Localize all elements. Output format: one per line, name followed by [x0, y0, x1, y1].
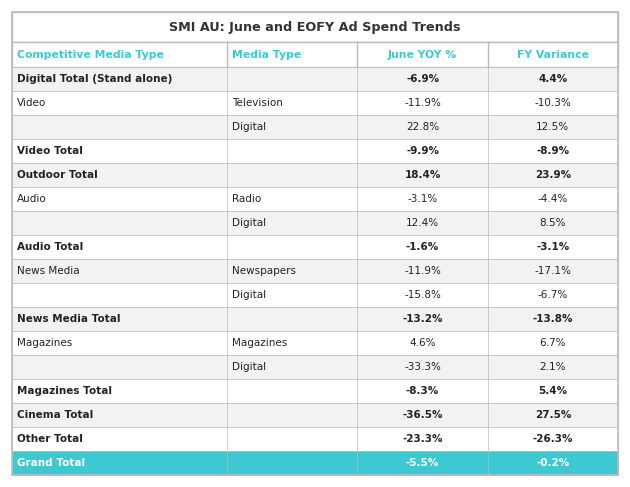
Bar — [12, 427, 618, 451]
Bar — [12, 451, 618, 475]
Text: 27.5%: 27.5% — [535, 410, 571, 420]
Text: -5.5%: -5.5% — [406, 458, 439, 468]
Text: -8.9%: -8.9% — [536, 146, 570, 156]
Bar — [12, 355, 618, 379]
Text: -9.9%: -9.9% — [406, 146, 439, 156]
Text: SMI AU: June and EOFY Ad Spend Trends: SMI AU: June and EOFY Ad Spend Trends — [169, 20, 461, 34]
Text: 8.5%: 8.5% — [540, 218, 566, 228]
Text: 22.8%: 22.8% — [406, 122, 439, 132]
Text: 23.9%: 23.9% — [535, 170, 571, 180]
Text: Radio: Radio — [232, 194, 261, 204]
Text: Competitive Media Type: Competitive Media Type — [17, 50, 164, 59]
Text: Other Total: Other Total — [17, 434, 83, 444]
Bar — [12, 259, 618, 283]
Text: -26.3%: -26.3% — [532, 434, 573, 444]
Text: -10.3%: -10.3% — [534, 98, 571, 108]
Text: -8.3%: -8.3% — [406, 386, 439, 396]
Bar — [12, 42, 618, 67]
Text: Media Type: Media Type — [232, 50, 301, 59]
Text: News Media: News Media — [17, 266, 79, 276]
Text: Television: Television — [232, 98, 283, 108]
Text: -11.9%: -11.9% — [404, 98, 441, 108]
Text: 4.4%: 4.4% — [538, 74, 568, 84]
Bar — [12, 163, 618, 187]
Text: FY Variance: FY Variance — [517, 50, 589, 59]
Text: Magazines: Magazines — [232, 338, 287, 348]
Text: 6.7%: 6.7% — [540, 338, 566, 348]
Bar — [12, 67, 618, 91]
Text: -13.8%: -13.8% — [532, 314, 573, 324]
Text: -36.5%: -36.5% — [403, 410, 443, 420]
Text: -3.1%: -3.1% — [536, 242, 570, 252]
Text: 12.5%: 12.5% — [536, 122, 570, 132]
Text: -0.2%: -0.2% — [536, 458, 570, 468]
Text: Digital: Digital — [232, 218, 266, 228]
Text: -23.3%: -23.3% — [403, 434, 443, 444]
Text: -1.6%: -1.6% — [406, 242, 439, 252]
Bar — [12, 12, 618, 42]
Text: -6.7%: -6.7% — [538, 290, 568, 300]
Bar — [12, 283, 618, 307]
Text: News Media Total: News Media Total — [17, 314, 120, 324]
Bar — [12, 139, 618, 163]
Text: Video: Video — [17, 98, 46, 108]
Text: -11.9%: -11.9% — [404, 266, 441, 276]
Text: Video Total: Video Total — [17, 146, 83, 156]
Text: -6.9%: -6.9% — [406, 74, 439, 84]
Text: Magazines: Magazines — [17, 338, 72, 348]
Text: Digital: Digital — [232, 362, 266, 372]
Text: 18.4%: 18.4% — [404, 170, 441, 180]
Text: Digital Total (Stand alone): Digital Total (Stand alone) — [17, 74, 173, 84]
Text: -3.1%: -3.1% — [408, 194, 438, 204]
Text: June YOY %: June YOY % — [388, 50, 457, 59]
Text: Magazines Total: Magazines Total — [17, 386, 112, 396]
Bar — [12, 331, 618, 355]
Text: -17.1%: -17.1% — [534, 266, 571, 276]
Text: Grand Total: Grand Total — [17, 458, 85, 468]
Text: 2.1%: 2.1% — [540, 362, 566, 372]
Text: -15.8%: -15.8% — [404, 290, 441, 300]
Text: 12.4%: 12.4% — [406, 218, 439, 228]
Bar — [12, 403, 618, 427]
Bar — [12, 307, 618, 331]
Text: Audio: Audio — [17, 194, 47, 204]
Bar — [12, 187, 618, 211]
Text: Cinema Total: Cinema Total — [17, 410, 93, 420]
Bar — [12, 115, 618, 139]
Text: -4.4%: -4.4% — [538, 194, 568, 204]
Text: Digital: Digital — [232, 122, 266, 132]
Bar — [12, 211, 618, 235]
Text: Outdoor Total: Outdoor Total — [17, 170, 98, 180]
Bar — [12, 235, 618, 259]
Bar — [12, 91, 618, 115]
Bar — [12, 379, 618, 403]
Text: -13.2%: -13.2% — [403, 314, 443, 324]
Text: Digital: Digital — [232, 290, 266, 300]
Text: -33.3%: -33.3% — [404, 362, 441, 372]
Text: Newspapers: Newspapers — [232, 266, 296, 276]
Text: Audio Total: Audio Total — [17, 242, 83, 252]
Text: 5.4%: 5.4% — [538, 386, 568, 396]
Text: 4.6%: 4.6% — [410, 338, 436, 348]
